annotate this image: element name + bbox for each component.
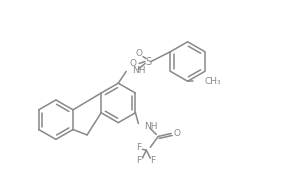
Text: NH: NH <box>144 122 158 131</box>
Text: CH₃: CH₃ <box>204 77 221 86</box>
Text: F: F <box>136 156 141 165</box>
Text: F: F <box>150 156 155 165</box>
Text: O: O <box>136 49 143 58</box>
Text: O: O <box>129 59 136 68</box>
Text: F: F <box>136 143 141 152</box>
Text: NH: NH <box>132 66 146 75</box>
Text: S: S <box>145 56 151 67</box>
Text: O: O <box>173 129 180 138</box>
